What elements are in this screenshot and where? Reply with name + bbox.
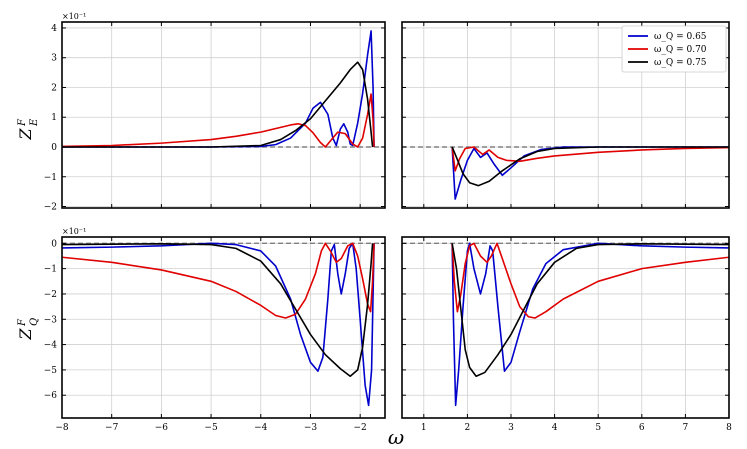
- series-line-2: [62, 61, 374, 148]
- svg-text:Z: Z: [16, 328, 35, 341]
- svg-text:F: F: [17, 118, 28, 127]
- series-line-0: [62, 242, 375, 407]
- x-tick-label: −3: [304, 423, 318, 433]
- y-tick-label: 0: [51, 143, 57, 153]
- svg-text:E: E: [29, 118, 40, 127]
- x-tick-label: 5: [595, 423, 601, 433]
- legend-entry-label: ω_Q = 0.75: [654, 58, 707, 68]
- y-tick-label: −1: [44, 265, 57, 275]
- y-tick-label: −2: [44, 290, 57, 300]
- y-tick-label: −5: [44, 366, 58, 376]
- series-line-1: [451, 242, 729, 319]
- series-line-1: [62, 242, 375, 319]
- series-line-0: [62, 30, 375, 148]
- y-tick-label: 0: [51, 239, 57, 249]
- x-tick-label: 1: [421, 423, 427, 433]
- x-tick-label: −4: [254, 423, 268, 433]
- y-tick-label: 1: [51, 113, 57, 123]
- svg-text:Q: Q: [29, 318, 40, 326]
- ylabel-top: Z F E: [16, 118, 40, 141]
- ylabel-bottom: Z F Q: [16, 318, 40, 341]
- panel-top-left: −2 −1 0 1 2 3 4 ×10⁻¹: [44, 12, 386, 213]
- y-tick-label: −1: [44, 173, 57, 183]
- y-tick-label: −3: [44, 315, 58, 325]
- x-tick-label: 6: [639, 423, 645, 433]
- panel-top-right: [401, 21, 730, 209]
- x-tick-label: 7: [683, 423, 689, 433]
- series-line-2: [62, 243, 374, 378]
- legend: ω_Q = 0.65 ω_Q = 0.70 ω_Q = 0.75: [621, 25, 727, 73]
- series-line-1: [62, 93, 375, 148]
- legend-entry-label: ω_Q = 0.65: [654, 32, 707, 42]
- panel-bottom-left: −8 −7 −6 −5 −4 −3 −2 −6 −5 −4 −3 −2 −1 0 ×10⁻¹: [44, 227, 386, 433]
- y-tick-label: −4: [44, 341, 58, 351]
- series-line-2: [451, 146, 729, 187]
- legend-entry-label: ω_Q = 0.70: [654, 45, 707, 55]
- x-tick-label: −5: [204, 423, 218, 433]
- plot-frame: [401, 236, 730, 419]
- plot-frame: [61, 21, 386, 209]
- x-tick-label: −6: [155, 423, 169, 433]
- x-tick-label: 4: [552, 423, 558, 433]
- x-tick-label: −8: [55, 423, 69, 433]
- y-multiplier-label: ×10⁻¹: [62, 227, 86, 236]
- x-tick-label: 3: [508, 423, 514, 433]
- panel-bottom-right: 1 2 3 4 5 6 7 8: [401, 236, 732, 433]
- x-tick-label: −2: [354, 423, 367, 433]
- y-tick-label: −6: [44, 391, 58, 401]
- x-tick-label: −7: [105, 423, 119, 433]
- plot-frame: [401, 21, 730, 209]
- y-tick-label: −2: [44, 203, 57, 213]
- svg-text:F: F: [17, 318, 28, 327]
- y-tick-label: 2: [51, 83, 57, 93]
- series-line-1: [451, 146, 729, 172]
- y-tick-label: 3: [51, 54, 57, 64]
- series-line-2: [451, 243, 729, 378]
- x-axis-label: ω: [388, 425, 404, 449]
- y-multiplier-label: ×10⁻¹: [62, 12, 86, 21]
- plot-frame: [61, 236, 386, 419]
- y-tick-label: 4: [51, 24, 57, 34]
- x-tick-label: 2: [465, 423, 471, 433]
- x-tick-label: 8: [726, 423, 732, 433]
- svg-text:Z: Z: [16, 128, 35, 141]
